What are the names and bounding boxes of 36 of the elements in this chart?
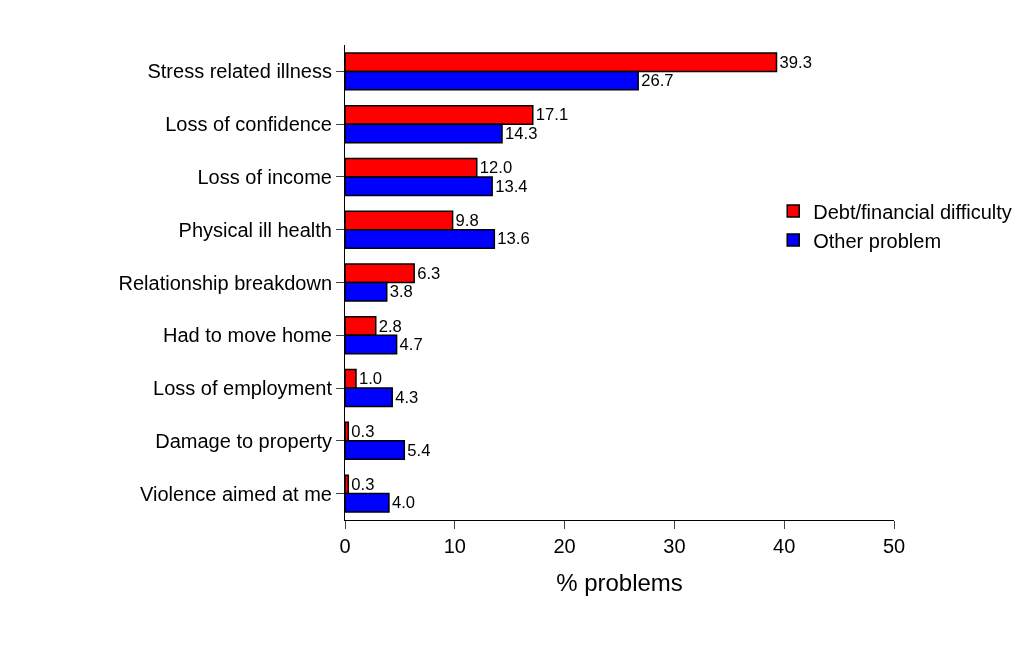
data-label: 9.8 bbox=[455, 211, 479, 231]
data-label: 13.6 bbox=[497, 229, 530, 249]
y-tick-label: Had to move home bbox=[163, 324, 332, 347]
x-tick-label: 40 bbox=[773, 535, 796, 557]
y-tick-label: Loss of employment bbox=[153, 377, 333, 400]
y-tick-label: Relationship breakdown bbox=[118, 271, 332, 294]
data-label: 4.3 bbox=[395, 387, 419, 407]
data-label: 26.7 bbox=[641, 71, 674, 91]
y-tick-label: Stress related illness bbox=[147, 60, 332, 83]
data-label: 0.3 bbox=[351, 474, 375, 494]
data-label: 2.8 bbox=[378, 316, 402, 336]
legend-label: Debt/financial difficulty bbox=[813, 200, 1012, 223]
x-tick-label: 10 bbox=[443, 535, 466, 557]
data-label: 1.0 bbox=[359, 369, 383, 389]
x-tick-label: 20 bbox=[553, 535, 576, 557]
data-label: 6.3 bbox=[417, 263, 441, 283]
data-label: 4.0 bbox=[391, 493, 416, 513]
data-label: 4.7 bbox=[399, 335, 423, 355]
data-label: 13.4 bbox=[495, 176, 528, 196]
data-label: 5.4 bbox=[407, 440, 431, 460]
data-label: 14.3 bbox=[505, 123, 538, 143]
y-tick-label: Loss of confidence bbox=[165, 113, 332, 136]
data-label: 39.3 bbox=[779, 52, 812, 72]
data-label: 3.8 bbox=[389, 282, 413, 302]
y-tick-label: Damage to property bbox=[155, 429, 332, 452]
data-label: 17.1 bbox=[535, 105, 569, 125]
legend-label: Other problem bbox=[813, 229, 942, 252]
data-label: 12.0 bbox=[479, 158, 513, 178]
y-tick-label: Physical ill health bbox=[178, 218, 332, 241]
x-tick-label: 50 bbox=[882, 535, 906, 557]
data-label: 0.3 bbox=[351, 422, 375, 442]
y-tick-label: Violence aimed at me bbox=[140, 482, 332, 505]
y-tick-label: Loss of income bbox=[197, 165, 332, 188]
x-axis-title: % problems bbox=[556, 569, 683, 597]
x-tick-label: 30 bbox=[663, 535, 686, 557]
x-tick-label: 0 bbox=[339, 535, 351, 557]
